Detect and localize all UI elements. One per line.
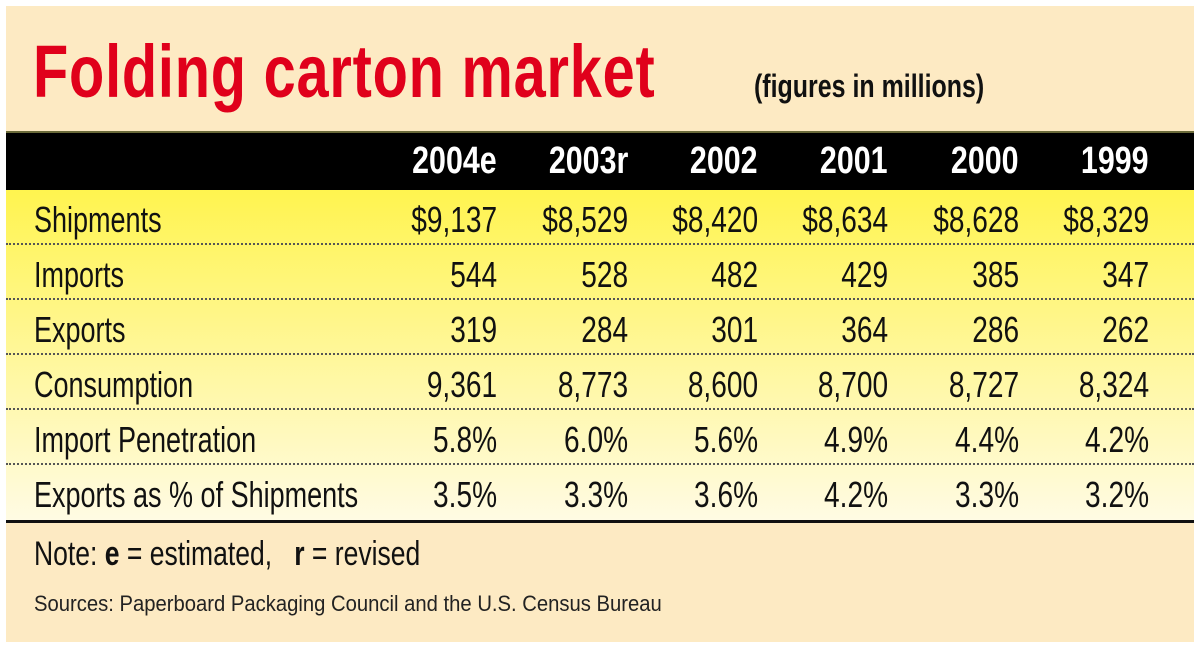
- table-cell: 5.6%: [693, 419, 758, 460]
- row-label: Consumption: [34, 364, 194, 405]
- table-cell: $9,137: [411, 199, 497, 240]
- table-cell: $8,634: [802, 199, 888, 240]
- table-cell: 9,361: [426, 364, 497, 405]
- note-prefix: Note:: [34, 535, 105, 573]
- table-cell: 385: [972, 254, 1019, 295]
- table-cell: 3.6%: [693, 474, 758, 515]
- chart-title: Folding carton market: [33, 30, 656, 113]
- divider: [6, 520, 1194, 523]
- table-cell: 301: [711, 309, 758, 350]
- table-cell: 4.9%: [823, 419, 888, 460]
- table-cell: 3.3%: [954, 474, 1019, 515]
- table-row: Exports 319 284 301 364 286 262: [6, 300, 1194, 355]
- row-label: Shipments: [34, 199, 162, 240]
- table-row: Import Penetration 5.8% 6.0% 5.6% 4.9% 4…: [6, 410, 1194, 465]
- table-cell: 3.5%: [432, 474, 497, 515]
- table-cell: 286: [972, 309, 1019, 350]
- table-row: Exports as % of Shipments 3.5% 3.3% 3.6%…: [6, 465, 1194, 518]
- row-label: Imports: [34, 254, 125, 295]
- table-cell: 528: [581, 254, 628, 295]
- column-header: 2000: [951, 140, 1019, 182]
- column-header: 2001: [820, 140, 888, 182]
- table-cell: 4.2%: [1084, 419, 1149, 460]
- row-label: Import Penetration: [34, 419, 257, 460]
- table-cell: 4.2%: [823, 474, 888, 515]
- table-cell: 8,600: [687, 364, 758, 405]
- note-r-text: = revised: [304, 535, 421, 573]
- table-cell: 429: [841, 254, 888, 295]
- table-cell: 8,700: [817, 364, 888, 405]
- column-header: 1999: [1081, 140, 1149, 182]
- note-r-key: r: [294, 535, 305, 573]
- note-e-key: e: [104, 535, 120, 573]
- footnote: Note: e = estimated, r = revised: [34, 534, 420, 574]
- table-cell: 6.0%: [563, 419, 628, 460]
- table-row: Imports 544 528 482 429 385 347: [6, 245, 1194, 300]
- table-cell: 319: [450, 309, 497, 350]
- table-cell: 364: [841, 309, 888, 350]
- table-cell: 8,324: [1078, 364, 1149, 405]
- infographic-panel: Folding carton market (figures in millio…: [6, 6, 1194, 642]
- column-header: 2003r: [548, 140, 628, 182]
- row-label: Exports as % of Shipments: [34, 474, 359, 515]
- table-body: Shipments $9,137 $8,529 $8,420 $8,634 $8…: [6, 190, 1194, 521]
- table-cell: 482: [711, 254, 758, 295]
- table-cell: 3.2%: [1084, 474, 1149, 515]
- table-cell: 5.8%: [432, 419, 497, 460]
- table-cell: $8,529: [542, 199, 628, 240]
- table-cell: 347: [1102, 254, 1149, 295]
- sources-text: Sources: Paperboard Packaging Council an…: [34, 591, 662, 616]
- table-cell: 8,773: [557, 364, 628, 405]
- table-cell: 4.4%: [954, 419, 1019, 460]
- table-cell: 284: [581, 309, 628, 350]
- table-cell: 8,727: [948, 364, 1019, 405]
- table-cell: $8,628: [933, 199, 1019, 240]
- title-row: Folding carton market (figures in millio…: [6, 6, 1194, 131]
- column-header: 2004e: [412, 140, 497, 182]
- table-cell: 3.3%: [563, 474, 628, 515]
- row-label: Exports: [34, 309, 126, 350]
- table-cell: 544: [450, 254, 497, 295]
- table-row: Consumption 9,361 8,773 8,600 8,700 8,72…: [6, 355, 1194, 410]
- chart-subtitle: (figures in millions): [754, 68, 985, 104]
- table-cell: 262: [1102, 309, 1149, 350]
- table-row: Shipments $9,137 $8,529 $8,420 $8,634 $8…: [6, 190, 1194, 245]
- table-cell: $8,420: [672, 199, 758, 240]
- column-header: 2002: [690, 140, 758, 182]
- column-header-bar: 2004e 2003r 2002 2001 2000 1999: [6, 131, 1194, 190]
- note-e-text: = estimated,: [119, 535, 295, 573]
- table-cell: $8,329: [1063, 199, 1149, 240]
